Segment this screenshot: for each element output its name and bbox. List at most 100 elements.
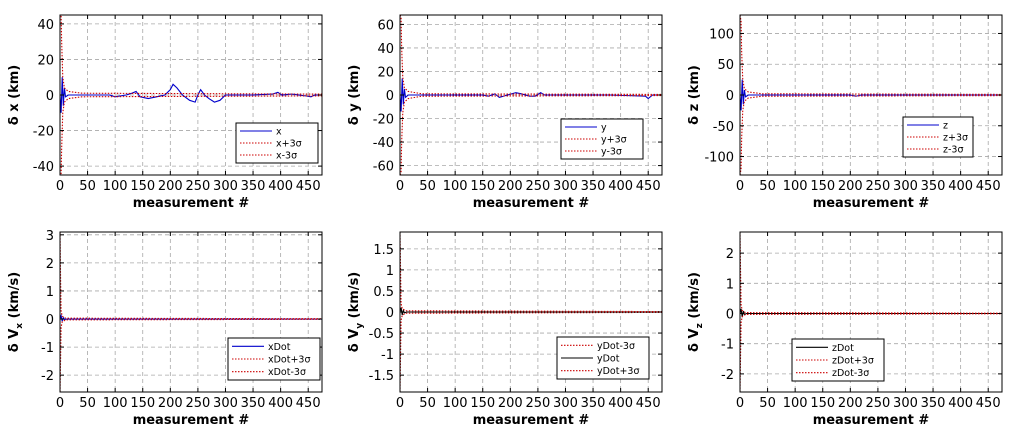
x-tick-label: 50: [419, 179, 436, 194]
x-tick-label: 150: [130, 396, 155, 411]
series-line: [400, 307, 662, 316]
x-axis-label: measurement #: [813, 196, 930, 211]
x-tick-label: 450: [296, 396, 321, 411]
y-tick-label: 40: [377, 42, 394, 57]
y-tick-label: 0: [386, 89, 394, 104]
y-tick-label: 1: [726, 277, 734, 292]
x-tick-label: 100: [783, 179, 808, 194]
chart-dz: 0 50 100 150 200 250 300 350 400 450-100-50050100…: [687, 14, 1003, 211]
y-axis-label-main: δ V: [347, 329, 362, 353]
x-axis-label: measurement #: [473, 196, 590, 211]
x-tick-label: 450: [296, 179, 321, 194]
y-tick-label: 0: [46, 313, 54, 328]
y-tick-label: 20: [37, 53, 54, 68]
y-tick-label: 20: [377, 65, 394, 80]
series-line: [740, 308, 1002, 318]
y-tick-label: -1.5: [369, 369, 394, 384]
y-axis-label-sub: y: [355, 323, 365, 329]
y-axis-label-unit: (km/s): [7, 272, 22, 323]
legend-entry: yDot: [597, 354, 620, 365]
x-tick-label: 250: [865, 396, 890, 411]
x-tick-label: 350: [241, 396, 266, 411]
y-axis-label-unit: (km/s): [687, 272, 702, 323]
x-tick-label: 200: [498, 396, 523, 411]
legend-entry: xDot+3σ: [268, 355, 311, 366]
series-line: [740, 15, 1002, 95]
x-tick-label: 50: [79, 396, 96, 411]
y-axis-label-main: δ V: [687, 328, 702, 352]
legend-entry: x: [276, 127, 282, 138]
y-tick-label: 50: [717, 58, 734, 73]
series-group: [60, 15, 322, 175]
x-tick-label: 200: [158, 396, 183, 411]
series-line: [60, 15, 322, 95]
y-tick-label: -20: [373, 113, 394, 128]
y-axis-label: δ Vy (km/s): [347, 272, 365, 353]
x-tick-label: 450: [636, 396, 661, 411]
x-tick-label: 250: [525, 179, 550, 194]
y-tick-label: 2: [46, 257, 54, 272]
chart-dvz: 0 50 100 150 200 250 300 350 400 450 -2 -1 0 1 2 measur…: [687, 231, 1003, 428]
y-axis-label-sub: z: [695, 323, 705, 328]
x-tick-label: 100: [103, 179, 128, 194]
y-tick-label: 1: [386, 264, 394, 279]
legend-entry: x-3σ: [276, 151, 297, 162]
chart-dx: 0 50 100 150 200 250 300 350 400 450 -40 -20 0 20 40 me…: [7, 14, 323, 211]
y-tick-label: -1: [381, 348, 394, 363]
x-tick-label: 100: [443, 396, 468, 411]
plot-frame: [59, 231, 323, 393]
y-tick-label: 0.5: [373, 285, 394, 300]
legend-entry: xDot: [268, 342, 291, 353]
x-tick-label: 250: [525, 396, 550, 411]
y-tick-label: -0.5: [369, 327, 394, 342]
series-group: [400, 232, 662, 392]
x-tick-label: 0: [396, 396, 404, 411]
ticks: 0 50 100 150 200 250 300 350 400 450 -2 -1 0 1 2 3: [41, 229, 322, 411]
x-tick-label: 350: [241, 179, 266, 194]
series-line: [400, 95, 662, 175]
x-tick-label: 250: [185, 396, 210, 411]
chart-dvx: 0 50 100 150 200 250 300 350 400 450 -2 -1 0 1 2 3 measu…: [7, 229, 323, 428]
x-tick-label: 200: [498, 179, 523, 194]
x-tick-label: 450: [976, 396, 1001, 411]
y-tick-label: 40: [37, 18, 54, 33]
x-tick-label: 350: [581, 179, 606, 194]
x-tick-label: 0: [736, 396, 744, 411]
chart-dy: 0 50 100 150 200 250 300 350 400 450 -60 -40 -20 0 20 4…: [347, 14, 663, 211]
series-group: [740, 15, 1002, 175]
y-tick-label: -20: [33, 125, 54, 140]
x-tick-label: 100: [443, 179, 468, 194]
x-tick-label: 400: [268, 179, 293, 194]
legend: xx+3σx-3σ: [235, 122, 319, 164]
series-line: [60, 95, 322, 175]
plot-frame: [739, 231, 1003, 393]
y-tick-label: 0: [726, 308, 734, 323]
y-tick-label: 0: [726, 89, 734, 104]
x-tick-label: 400: [608, 396, 633, 411]
legend-entry: z: [943, 121, 948, 132]
y-axis-label-sub: x: [15, 323, 25, 329]
x-tick-label: 0: [736, 179, 744, 194]
x-tick-label: 450: [636, 179, 661, 194]
legend-entry: yDot-3σ: [597, 341, 635, 352]
grid: [739, 232, 1002, 392]
x-tick-label: 300: [553, 396, 578, 411]
x-tick-label: 400: [268, 396, 293, 411]
legend-box: [227, 337, 321, 381]
x-tick-label: 200: [838, 179, 863, 194]
y-axis-label: δ y (km): [347, 65, 362, 126]
x-tick-label: 250: [865, 179, 890, 194]
x-tick-label: 150: [470, 179, 495, 194]
x-tick-label: 150: [810, 179, 835, 194]
x-tick-label: 100: [783, 396, 808, 411]
series-line: [740, 79, 1002, 111]
series-line: [400, 232, 662, 313]
y-tick-label: -60: [373, 160, 394, 175]
legend-entry: y: [601, 123, 607, 134]
y-axis-label-main: δ V: [7, 329, 22, 353]
y-tick-label: -2: [41, 369, 54, 384]
x-axis-label: measurement #: [133, 196, 250, 211]
